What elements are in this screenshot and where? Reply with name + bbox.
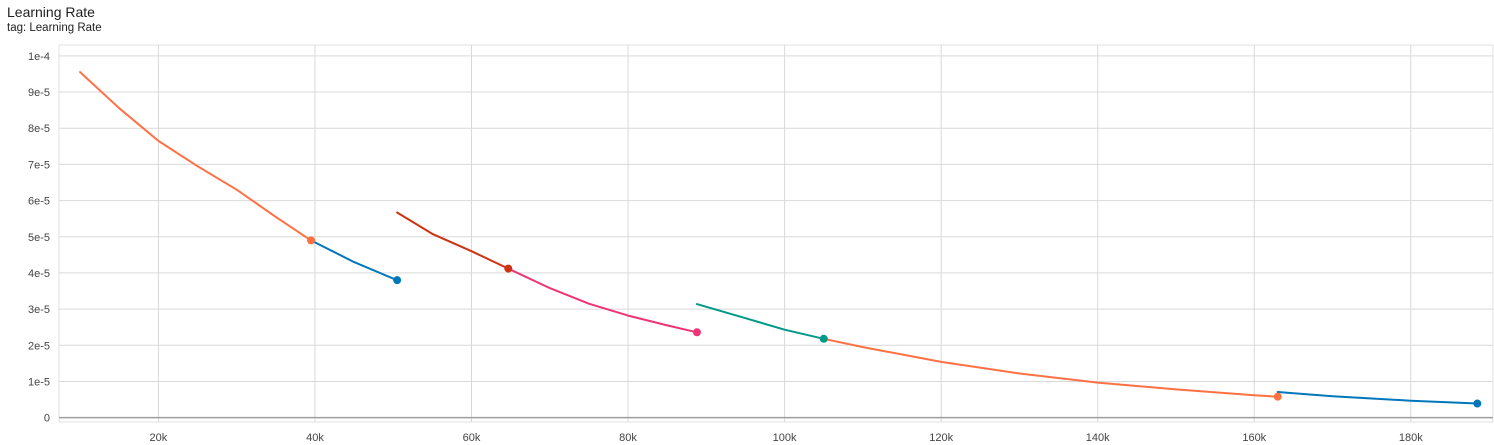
series-line-2 — [310, 239, 399, 282]
y-axis: 0 1e-5 2e-5 3e-5 4e-5 5e-5 6e-5 7e-5 8e-5 9e-5 1e-… — [28, 51, 50, 425]
series-end-point-3 — [504, 264, 513, 273]
series-end-point-1 — [307, 236, 316, 245]
y-tick-label: 8e-5 — [28, 123, 50, 135]
series-line-7 — [1276, 391, 1479, 405]
series-line-1 — [79, 71, 312, 242]
series-end-point-6 — [1273, 392, 1282, 401]
chart-title: Learning Rate — [7, 4, 95, 20]
x-tick-label: 120k — [929, 432, 953, 444]
y-tick-label: 0 — [44, 413, 50, 425]
x-tick-label: 100k — [773, 432, 797, 444]
grid — [59, 45, 1493, 422]
y-tick-label: 7e-5 — [28, 159, 50, 171]
series-end-point-7 — [1473, 399, 1482, 408]
y-tick-label: 1e-5 — [28, 376, 50, 388]
x-tick-label: 140k — [1086, 432, 1110, 444]
x-axis: 20k 40k 60k 80k 100k 120k 140k 160k 180k — [150, 432, 1424, 444]
series-end-point-4 — [692, 328, 701, 337]
series-line-6 — [822, 337, 1279, 398]
x-tick-label: 20k — [150, 432, 168, 444]
y-tick-label: 6e-5 — [28, 196, 50, 208]
chart-subtitle: tag: Learning Rate — [7, 22, 102, 34]
x-tick-label: 160k — [1242, 432, 1266, 444]
x-tick-label: 80k — [619, 432, 637, 444]
y-tick-label: 5e-5 — [28, 232, 50, 244]
y-tick-label: 4e-5 — [28, 268, 50, 280]
y-tick-label: 9e-5 — [28, 87, 50, 99]
series-end-point-2 — [393, 276, 402, 285]
x-tick-label: 40k — [306, 432, 324, 444]
plot-frame — [58, 44, 1494, 423]
y-tick-label: 2e-5 — [28, 340, 50, 352]
series-line-4 — [507, 267, 698, 334]
series-end-point-5 — [819, 334, 828, 343]
series-line-5 — [695, 303, 825, 340]
x-tick-label: 60k — [463, 432, 481, 444]
y-tick-label: 1e-4 — [28, 51, 50, 63]
x-tick-label: 180k — [1399, 432, 1423, 444]
y-tick-label: 3e-5 — [28, 304, 50, 316]
series-group — [79, 71, 1482, 408]
series-line-3 — [396, 211, 510, 270]
